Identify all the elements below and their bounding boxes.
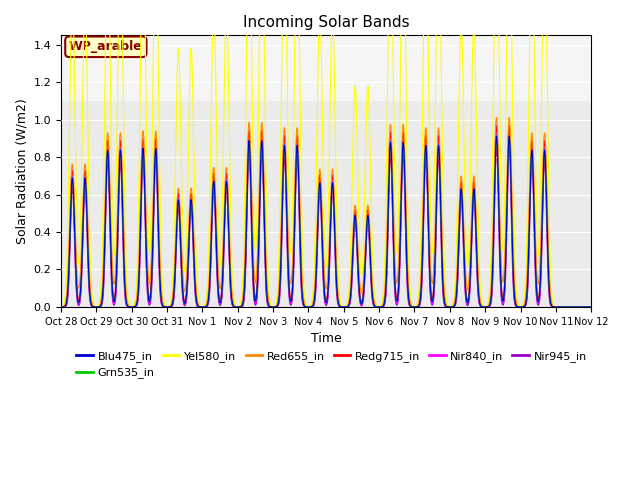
Legend: Blu475_in, Grn535_in, Yel580_in, Red655_in, Redg715_in, Nir840_in, Nir945_in: Blu475_in, Grn535_in, Yel580_in, Red655_… <box>72 347 591 383</box>
Y-axis label: Solar Radiation (W/m2): Solar Radiation (W/m2) <box>15 98 28 244</box>
X-axis label: Time: Time <box>311 332 342 345</box>
Bar <box>61 36 591 101</box>
Text: WP_arable: WP_arable <box>69 40 143 53</box>
Title: Incoming Solar Bands: Incoming Solar Bands <box>243 15 410 30</box>
